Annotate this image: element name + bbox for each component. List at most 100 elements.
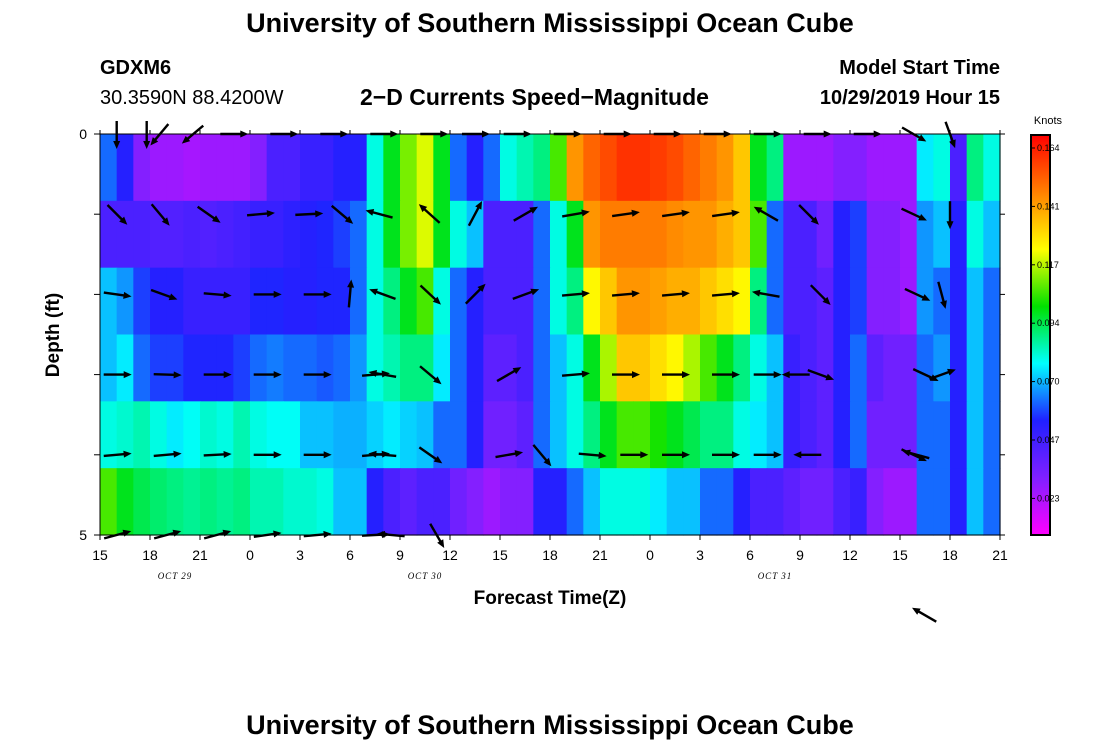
current-vector-arrow <box>467 200 483 227</box>
heatmap-cell <box>850 200 868 269</box>
heatmap-cell <box>333 401 351 469</box>
heatmap-cell <box>833 468 851 536</box>
colorbar-tick-label: 0.141 <box>1037 201 1060 211</box>
heatmap-cell <box>733 134 751 202</box>
heatmap-cell <box>750 334 768 402</box>
heatmap-cell <box>450 334 468 402</box>
heatmap-cell <box>466 267 484 336</box>
heatmap-cell <box>100 267 118 336</box>
heatmap-cell <box>683 267 701 336</box>
arrow-head <box>732 451 740 459</box>
heatmap-cell <box>283 468 301 536</box>
heatmap-cell <box>400 200 418 269</box>
heatmap-cell <box>533 134 551 202</box>
heatmap-cell <box>883 468 901 536</box>
heatmap-cell <box>833 401 851 469</box>
heatmap-cell <box>883 134 901 202</box>
current-vector-arrow <box>495 450 524 459</box>
heatmap-cell <box>850 468 868 536</box>
arrow-shaft <box>330 204 351 223</box>
heatmap-cell <box>233 401 251 469</box>
heatmap-cell <box>366 267 384 336</box>
arrow-head <box>475 200 483 210</box>
heatmap-cell <box>733 468 751 536</box>
current-vector-arrow <box>496 367 522 383</box>
arrow-head <box>947 368 956 376</box>
heatmap-cell <box>266 334 284 402</box>
heatmap-cell <box>433 200 451 269</box>
heatmap-cell <box>616 134 634 202</box>
current-vector-arrow <box>464 283 486 305</box>
current-vector-arrow <box>611 209 640 218</box>
heatmap-cell <box>950 401 968 469</box>
heatmap-cell <box>283 334 301 402</box>
heatmap-cell <box>266 200 284 269</box>
arrow-head <box>223 291 232 299</box>
heatmap-cell <box>550 334 568 402</box>
arrow-head <box>682 451 690 459</box>
heatmap-cell <box>450 401 468 469</box>
arrow-head <box>173 450 182 458</box>
current-vector-arrow <box>203 450 232 458</box>
heatmap-cell <box>750 267 768 336</box>
heatmap-cell <box>200 468 218 536</box>
heatmap-cell <box>766 334 784 402</box>
heatmap-cell <box>766 134 784 202</box>
heatmap-cell <box>533 200 551 269</box>
current-vector-arrow <box>612 371 640 379</box>
arrow-head <box>323 451 332 459</box>
heatmap-cell <box>916 134 934 202</box>
current-vector-arrow <box>946 201 954 230</box>
arrow-head <box>150 137 159 146</box>
x-axis-label: Forecast Time(Z) <box>474 588 627 609</box>
heatmap-cell <box>700 468 718 536</box>
current-vector-arrow <box>153 371 182 379</box>
current-vector-arrow <box>150 288 178 301</box>
heatmap-cell <box>450 134 468 202</box>
heatmap-cell <box>916 200 934 269</box>
heatmap-cell <box>333 134 351 202</box>
heatmap-cell <box>750 468 768 536</box>
heatmap-cell <box>566 468 584 536</box>
heatmap-cell <box>800 334 818 402</box>
x-tick-label: 0 <box>246 547 254 563</box>
current-vector-arrow <box>369 288 396 300</box>
heatmap-cell <box>500 134 518 202</box>
arrow-head <box>273 530 282 538</box>
current-vector-arrow <box>711 209 740 218</box>
arrow-head <box>793 451 802 459</box>
heatmap-cell <box>350 334 368 402</box>
heatmap-cell <box>166 267 184 336</box>
heatmap-cell <box>233 267 251 336</box>
arrow-shaft <box>807 369 831 380</box>
heatmap-cell <box>816 134 834 202</box>
arrow-shaft <box>372 289 396 300</box>
heatmap-cell <box>600 334 618 402</box>
heatmap-cell <box>633 468 651 536</box>
heatmap-cell <box>366 401 384 469</box>
heatmap-cell <box>700 267 718 336</box>
heatmap-cell <box>233 134 251 202</box>
heatmap-cell <box>533 267 551 336</box>
current-vector-arrow <box>513 206 538 222</box>
current-vector-arrow <box>793 451 822 459</box>
heatmap-cell <box>483 334 501 402</box>
arrow-head <box>530 288 540 296</box>
current-vector-arrow <box>246 210 275 218</box>
x-tick-label: 18 <box>542 547 558 563</box>
heatmap-cell <box>983 200 1001 269</box>
heatmap-cell <box>100 200 118 269</box>
heatmap-cell <box>733 200 751 269</box>
heatmap-cell <box>650 334 668 402</box>
heatmap-cell <box>283 134 301 202</box>
current-vector-arrow <box>303 290 332 298</box>
current-vector-arrow <box>712 451 740 459</box>
heatmap-cell <box>833 200 851 269</box>
current-vector-arrow <box>809 284 831 306</box>
heatmap-cell <box>850 401 868 469</box>
current-vector-arrow <box>712 371 740 379</box>
heatmap-cell <box>816 401 834 469</box>
arrow-head <box>632 371 640 379</box>
station-id: GDXM6 <box>100 57 172 79</box>
heatmap-cell <box>566 334 584 402</box>
